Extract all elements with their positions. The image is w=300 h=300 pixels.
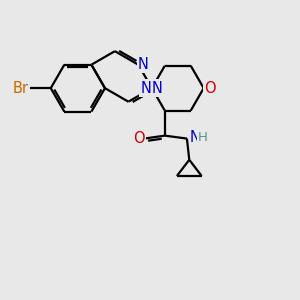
Text: Br: Br: [12, 81, 28, 96]
Text: N: N: [190, 130, 201, 145]
Text: N: N: [152, 81, 162, 96]
Text: N: N: [138, 57, 149, 72]
Text: O: O: [133, 131, 145, 146]
Text: O: O: [204, 81, 215, 96]
Text: H: H: [198, 131, 208, 144]
Text: N: N: [140, 81, 152, 96]
